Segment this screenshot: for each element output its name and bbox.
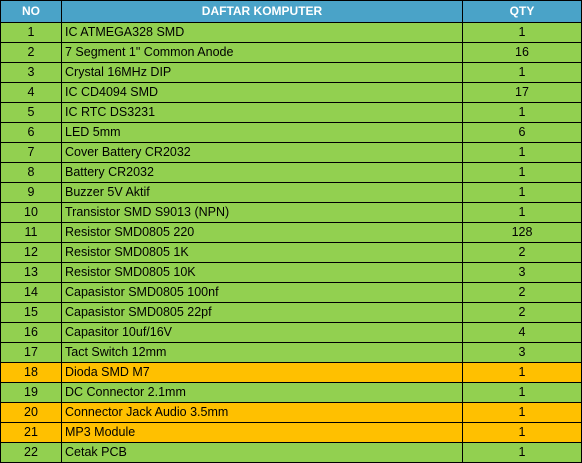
header-name[interactable]: DAFTAR KOMPUTER <box>61 0 463 23</box>
cell-qty[interactable]: 3 <box>462 262 582 283</box>
cell-name[interactable]: Buzzer 5V Aktif <box>61 182 463 203</box>
cell-qty[interactable]: 17 <box>462 82 582 103</box>
cell-no[interactable]: 5 <box>0 102 62 123</box>
cell-no[interactable]: 21 <box>0 422 62 443</box>
cell-name[interactable]: MP3 Module <box>61 422 463 443</box>
table-row: 12 Resistor SMD0805 1K 2 <box>0 242 582 263</box>
cell-no[interactable]: 10 <box>0 202 62 223</box>
cell-name[interactable]: Capasitor 10uf/16V <box>61 322 463 343</box>
cell-name[interactable]: Dioda SMD M7 <box>61 362 463 383</box>
cell-qty[interactable]: 1 <box>462 382 582 403</box>
cell-no[interactable]: 2 <box>0 42 62 63</box>
cell-no[interactable]: 3 <box>0 62 62 83</box>
cell-no[interactable]: 16 <box>0 322 62 343</box>
cell-name[interactable]: Resistor SMD0805 220 <box>61 222 463 243</box>
table-row: 22 Cetak PCB 1 <box>0 442 582 463</box>
cell-qty[interactable]: 4 <box>462 322 582 343</box>
cell-no[interactable]: 8 <box>0 162 62 183</box>
cell-qty[interactable]: 6 <box>462 122 582 143</box>
cell-qty[interactable]: 1 <box>462 142 582 163</box>
cell-name[interactable]: Resistor SMD0805 10K <box>61 262 463 283</box>
cell-no[interactable]: 13 <box>0 262 62 283</box>
cell-name[interactable]: Cover Battery CR2032 <box>61 142 463 163</box>
cell-name[interactable]: IC CD4094 SMD <box>61 82 463 103</box>
cell-qty[interactable]: 1 <box>462 62 582 83</box>
table-row: 10 Transistor SMD S9013 (NPN) 1 <box>0 202 582 223</box>
cell-no[interactable]: 18 <box>0 362 62 383</box>
cell-name[interactable]: Capasistor SMD0805 22pf <box>61 302 463 323</box>
cell-name[interactable]: Connector Jack Audio 3.5mm <box>61 402 463 423</box>
cell-name[interactable]: IC ATMEGA328 SMD <box>61 22 463 43</box>
table-row: 1 IC ATMEGA328 SMD 1 <box>0 22 582 43</box>
cell-qty[interactable]: 1 <box>462 102 582 123</box>
table-row: 17 Tact Switch 12mm 3 <box>0 342 582 363</box>
cell-no[interactable]: 12 <box>0 242 62 263</box>
cell-qty[interactable]: 3 <box>462 342 582 363</box>
cell-qty[interactable]: 1 <box>462 182 582 203</box>
table-row: 5 IC RTC DS3231 1 <box>0 102 582 123</box>
cell-qty[interactable]: 128 <box>462 222 582 243</box>
table-row: 14 Capasistor SMD0805 100nf 2 <box>0 282 582 303</box>
table-row: 8 Battery CR2032 1 <box>0 162 582 183</box>
table-row: 16 Capasitor 10uf/16V 4 <box>0 322 582 343</box>
cell-name[interactable]: LED 5mm <box>61 122 463 143</box>
cell-name[interactable]: IC RTC DS3231 <box>61 102 463 123</box>
cell-qty[interactable]: 16 <box>462 42 582 63</box>
table-row: 19 DC Connector 2.1mm 1 <box>0 382 582 403</box>
table-row: 18 Dioda SMD M7 1 <box>0 362 582 383</box>
cell-no[interactable]: 19 <box>0 382 62 403</box>
cell-no[interactable]: 9 <box>0 182 62 203</box>
table-row: 3 Crystal 16MHz DIP 1 <box>0 62 582 83</box>
cell-name[interactable]: Capasistor SMD0805 100nf <box>61 282 463 303</box>
cell-no[interactable]: 20 <box>0 402 62 423</box>
cell-no[interactable]: 22 <box>0 442 62 463</box>
table-row: 20 Connector Jack Audio 3.5mm 1 <box>0 402 582 423</box>
cell-name[interactable]: Cetak PCB <box>61 442 463 463</box>
cell-qty[interactable]: 2 <box>462 242 582 263</box>
table-row: 21 MP3 Module 1 <box>0 422 582 443</box>
cell-no[interactable]: 7 <box>0 142 62 163</box>
table-row: 13 Resistor SMD0805 10K 3 <box>0 262 582 283</box>
cell-qty[interactable]: 1 <box>462 22 582 43</box>
table-row: 9 Buzzer 5V Aktif 1 <box>0 182 582 203</box>
header-qty[interactable]: QTY <box>462 0 582 23</box>
cell-qty[interactable]: 1 <box>462 202 582 223</box>
cell-no[interactable]: 11 <box>0 222 62 243</box>
table-row: 11 Resistor SMD0805 220 128 <box>0 222 582 243</box>
table-row: 7 Cover Battery CR2032 1 <box>0 142 582 163</box>
cell-name[interactable]: Transistor SMD S9013 (NPN) <box>61 202 463 223</box>
table-row: 6 LED 5mm 6 <box>0 122 582 143</box>
cell-qty[interactable]: 1 <box>462 402 582 423</box>
cell-qty[interactable]: 1 <box>462 162 582 183</box>
cell-no[interactable]: 1 <box>0 22 62 43</box>
cell-name[interactable]: DC Connector 2.1mm <box>61 382 463 403</box>
cell-name[interactable]: 7 Segment 1" Common Anode <box>61 42 463 63</box>
cell-name[interactable]: Battery CR2032 <box>61 162 463 183</box>
cell-no[interactable]: 17 <box>0 342 62 363</box>
cell-qty[interactable]: 1 <box>462 442 582 463</box>
header-no[interactable]: NO <box>0 0 62 23</box>
cell-no[interactable]: 6 <box>0 122 62 143</box>
table-row: 4 IC CD4094 SMD 17 <box>0 82 582 103</box>
cell-qty[interactable]: 1 <box>462 422 582 443</box>
cell-no[interactable]: 15 <box>0 302 62 323</box>
cell-qty[interactable]: 1 <box>462 362 582 383</box>
header-row: NO DAFTAR KOMPUTER QTY <box>0 0 582 23</box>
cell-name[interactable]: Resistor SMD0805 1K <box>61 242 463 263</box>
table-row: 15 Capasistor SMD0805 22pf 2 <box>0 302 582 323</box>
cell-qty[interactable]: 2 <box>462 302 582 323</box>
table-body: 1 IC ATMEGA328 SMD 1 2 7 Segment 1" Common A… <box>0 22 582 463</box>
cell-no[interactable]: 14 <box>0 282 62 303</box>
cell-no[interactable]: 4 <box>0 82 62 103</box>
cell-qty[interactable]: 2 <box>462 282 582 303</box>
cell-name[interactable]: Crystal 16MHz DIP <box>61 62 463 83</box>
cell-name[interactable]: Tact Switch 12mm <box>61 342 463 363</box>
